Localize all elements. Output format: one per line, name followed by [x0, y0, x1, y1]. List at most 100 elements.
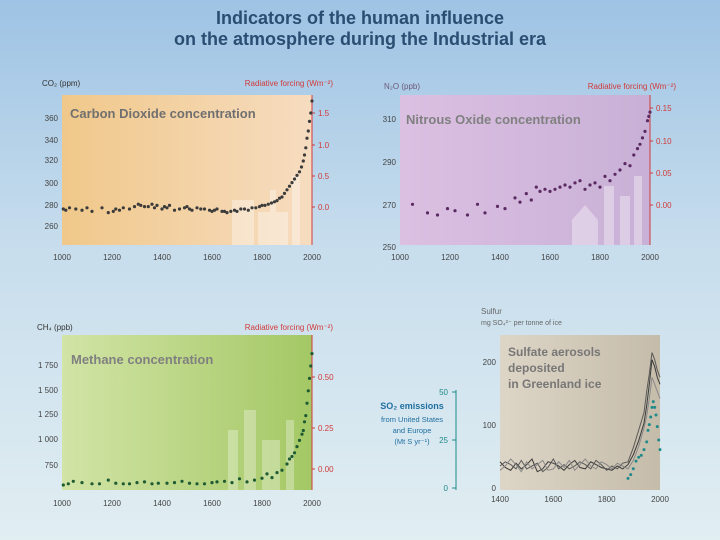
so2-tick-label: 0: [444, 484, 449, 493]
so2-tick-label: 50: [439, 388, 448, 397]
n2o-data-point: [518, 200, 522, 204]
ch4-data-point: [195, 482, 199, 486]
n2o-data-point: [568, 185, 572, 189]
ch4-data-point: [305, 401, 309, 405]
sulfate-series-line: [499, 359, 661, 473]
so2-data-point: [631, 467, 635, 471]
co2-data-point: [152, 206, 157, 210]
co2-data-point: [269, 201, 274, 205]
ch4-data-point: [300, 432, 304, 436]
n2o-data-point: [435, 213, 440, 217]
co2-data-point: [139, 203, 143, 207]
ch4-data-point: [237, 477, 242, 481]
sulfate-series-line: [499, 352, 661, 473]
co2-data-point: [67, 206, 72, 210]
co2-data-point: [292, 177, 297, 181]
n2o-y-tick-label: 290: [383, 158, 397, 167]
co2-data-point: [254, 206, 258, 210]
n2o-data-point: [475, 202, 480, 206]
ch4-data-point: [307, 376, 312, 380]
so2-ticks: 50 25 0: [439, 388, 456, 493]
co2-data-point: [182, 206, 187, 210]
so2-data-point: [647, 423, 651, 427]
n2o-data-point: [563, 183, 567, 187]
co2-data-point: [272, 200, 277, 204]
ch4-points: [61, 352, 314, 487]
co2-x-tick-label: 2000: [303, 253, 321, 262]
ch4-data-point: [210, 481, 214, 485]
co2-points: [61, 99, 314, 215]
n2o-data-point: [453, 209, 457, 213]
ch4-data-point: [222, 479, 227, 483]
co2-data-point: [305, 136, 309, 140]
n2o-x-tick-label: 1800: [591, 253, 609, 262]
n2o-data-point: [635, 147, 640, 151]
co2-data-point: [136, 202, 140, 206]
ch4-data-point: [292, 451, 297, 455]
so2-data-point: [629, 473, 633, 477]
co2-data-point: [287, 184, 292, 188]
co2-y-tick-label: 280: [45, 201, 59, 210]
ch4-data-point: [310, 352, 314, 356]
co2-right-axis-label: Radiative forcing (Wm⁻²): [245, 79, 334, 88]
co2-data-point: [246, 208, 250, 212]
ch4-data-point: [165, 481, 169, 485]
ch4-data-point: [180, 479, 184, 483]
n2o-data-point: [529, 198, 533, 202]
sulfate-x-tick-label: 2000: [651, 495, 669, 504]
co2-data-point: [61, 207, 65, 211]
n2o-data-point: [538, 189, 542, 193]
ch4-data-point: [302, 420, 307, 424]
n2o-data-point: [583, 187, 587, 191]
co2-x-tick-label: 1200: [103, 253, 121, 262]
so2-data-point: [650, 405, 654, 409]
co2-data-point: [280, 195, 284, 199]
co2-data-point: [185, 205, 189, 209]
ch4-right-tick-label: 0.00: [318, 465, 334, 474]
n2o-panel: N₂O (ppb) Radiative forcing (Wm⁻²) Nitro…: [383, 82, 677, 262]
co2-data-point: [162, 205, 167, 209]
sulfate-panel: Sulfur mg SO₄²⁻ per tonne of ice Sulfate…: [380, 307, 669, 504]
n2o-data-point: [513, 196, 517, 200]
sulfate-y-tick-label: 200: [483, 358, 497, 367]
ch4-data-point: [97, 482, 102, 486]
so2-data-point: [649, 415, 653, 419]
n2o-data-point: [558, 185, 562, 189]
n2o-y-tick-label: 310: [383, 115, 397, 124]
n2o-data-point: [645, 119, 650, 123]
co2-data-point: [297, 170, 302, 174]
ch4-x-tick-label: 2000: [303, 499, 321, 508]
n2o-right-tick-label: 0.05: [656, 169, 672, 178]
so2-label-line1: SO₂ emissions: [380, 401, 444, 411]
n2o-left-ticks: 310 290 270 250: [383, 115, 397, 252]
co2-data-point: [302, 153, 307, 157]
co2-data-point: [202, 207, 207, 211]
ch4-data-point: [127, 482, 132, 486]
so2-data-point: [646, 428, 650, 432]
co2-y-tick-label: 360: [45, 114, 59, 123]
sulfate-y-tick-label: 100: [483, 421, 497, 430]
co2-data-point: [64, 208, 68, 212]
ch4-data-point: [156, 481, 160, 485]
co2-data-point: [190, 208, 194, 212]
so2-label-line2: from United States: [381, 415, 443, 424]
ch4-data-point: [66, 482, 70, 486]
ch4-data-point: [106, 478, 110, 482]
n2o-data-point: [503, 207, 507, 211]
co2-right-tick-label: 1.0: [318, 141, 330, 150]
so2-label-line3: and Europe: [393, 426, 432, 435]
n2o-data-point: [618, 168, 622, 172]
n2o-x-tick-label: 2000: [641, 253, 659, 262]
so2-data-point: [654, 413, 658, 417]
so2-data-point: [645, 440, 649, 444]
co2-data-point: [132, 205, 137, 209]
ch4-x-tick-label: 1000: [53, 499, 71, 508]
so2-data-point: [657, 438, 661, 442]
co2-data-point: [222, 209, 227, 213]
co2-left-ticks: 360 340 320 300 280 260: [45, 114, 59, 231]
n2o-x-ticks: 1000 1200 1400 1600 1800 2000: [391, 253, 659, 262]
sulfate-x-tick-label: 1800: [598, 495, 616, 504]
ch4-data-point: [230, 481, 234, 485]
co2-data-point: [229, 209, 233, 213]
co2-data-point: [146, 205, 150, 209]
